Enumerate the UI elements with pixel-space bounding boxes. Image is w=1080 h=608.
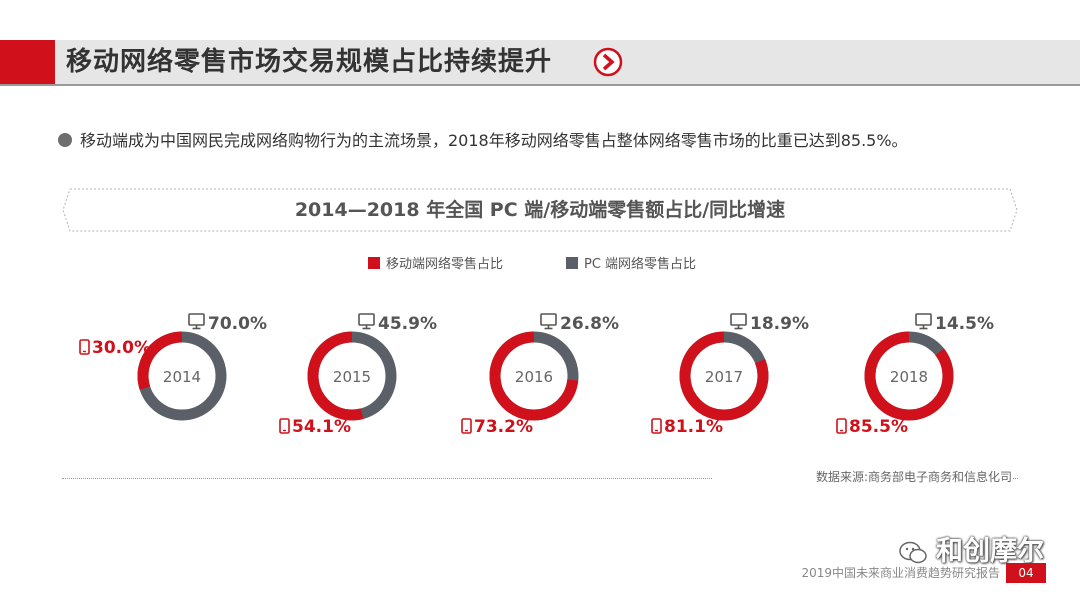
mobile-phone-icon: [836, 418, 847, 434]
monitor-icon: [540, 313, 557, 330]
donut-year-label-2015: 2015: [333, 368, 371, 386]
mobile-phone-icon: [651, 418, 662, 434]
title-accent-block: [0, 40, 55, 84]
data-source: 数据来源:商务部电子商务和信息化司: [712, 468, 1012, 486]
mobile-value-label-2016: 73.2%: [474, 417, 533, 437]
pc-value-label-2017: 18.9%: [750, 314, 809, 334]
donut-year-label-2018: 2018: [890, 368, 928, 386]
legend-label-pc: PC 端网络零售占比: [584, 257, 697, 272]
donut-mobile-segment-2015: [307, 331, 397, 421]
mobile-value-label-2014: 30.0%: [92, 338, 151, 358]
donut-mobile-segment-2017: [679, 331, 769, 421]
mobile-phone-icon: [79, 339, 90, 355]
pc-value-label-2015: 45.9%: [378, 314, 437, 334]
legend-item-mobile: 移动端网络零售占比: [368, 257, 503, 273]
divider: [62, 478, 1018, 479]
donut-year-label-2016: 2016: [515, 368, 553, 386]
bullet-text: 移动端成为中国网民完成网络购物行为的主流场景，2018年移动网络零售占整体网络零…: [80, 131, 908, 150]
mobile-phone-icon: [279, 418, 290, 434]
wechat-icon: [899, 541, 927, 564]
bullet-point: 移动端成为中国网民完成网络购物行为的主流场景，2018年移动网络零售占整体网络零…: [58, 131, 1058, 151]
legend-item-pc: PC 端网络零售占比: [566, 257, 696, 273]
chart-title: 2014—2018 年全国 PC 端/移动端零售额占比/同比增速: [294, 199, 786, 221]
monitor-icon: [730, 313, 747, 330]
bullet-dot-icon: [58, 133, 72, 147]
mobile-phone-icon: [461, 418, 472, 434]
mobile-value-label-2018: 85.5%: [849, 417, 908, 437]
title-bar: 移动网络零售市场交易规模占比持续提升: [0, 40, 1080, 86]
footer-report-title: 2019中国未来商业消费趋势研究报告: [801, 566, 1000, 580]
pc-value-label-2014: 70.0%: [208, 314, 267, 334]
donut-mobile-segment-2016: [489, 331, 579, 421]
chart-title-frame: [62, 188, 1018, 232]
legend-swatch-pc: [566, 257, 578, 269]
donut-mobile-segment-2014: [137, 331, 227, 421]
legend-swatch-mobile: [368, 257, 380, 269]
legend-label-mobile: 移动端网络零售占比: [386, 257, 504, 272]
chart-title-box: 2014—2018 年全国 PC 端/移动端零售额占比/同比增速: [62, 188, 1018, 232]
mobile-value-label-2015: 54.1%: [292, 417, 351, 437]
chevron-right-circle-icon[interactable]: [593, 47, 623, 77]
watermark-text: 和创摩尔: [936, 536, 1044, 567]
monitor-icon: [188, 313, 205, 330]
page-title: 移动网络零售市场交易规模占比持续提升: [66, 47, 553, 77]
pc-value-label-2018: 14.5%: [935, 314, 994, 334]
monitor-icon: [915, 313, 932, 330]
pc-value-label-2016: 26.8%: [560, 314, 619, 334]
donut-mobile-segment-2018: [864, 331, 954, 421]
donut-year-label-2014: 2014: [163, 368, 201, 386]
page-number: 04: [1006, 563, 1046, 583]
mobile-value-label-2017: 81.1%: [664, 417, 723, 437]
donut-year-label-2017: 2017: [705, 368, 743, 386]
monitor-icon: [358, 313, 375, 330]
